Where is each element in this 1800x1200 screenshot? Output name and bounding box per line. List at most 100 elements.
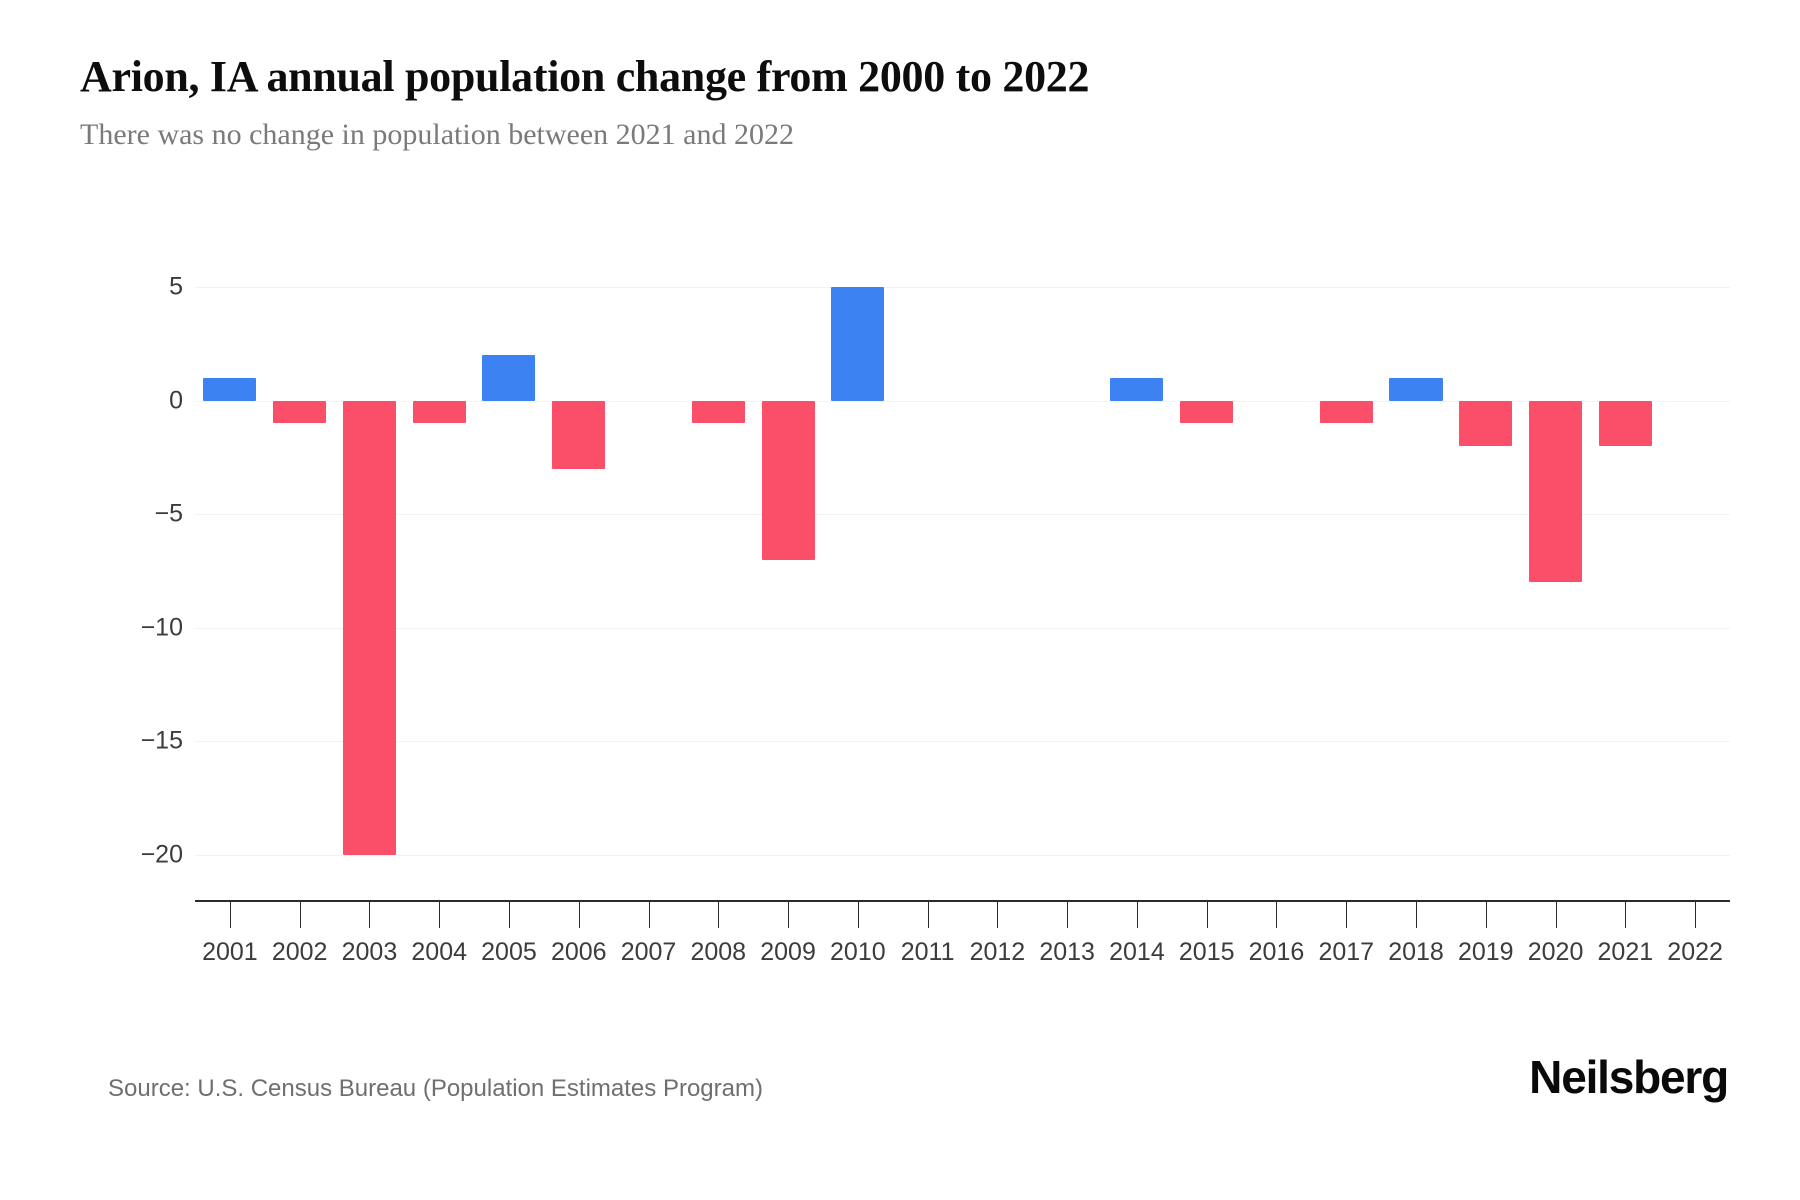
- x-tick-label-2007: 2007: [620, 938, 677, 966]
- bar-slot: [893, 260, 963, 900]
- bar-slot: [614, 260, 684, 900]
- chart-header: Arion, IA annual population change from …: [80, 52, 1720, 153]
- x-tick-label-2004: 2004: [411, 938, 468, 966]
- bar-2001[interactable]: [203, 378, 257, 401]
- bar-slot: [683, 260, 753, 900]
- bar-2009[interactable]: [761, 400, 815, 560]
- x-tick-label-2017: 2017: [1318, 938, 1375, 966]
- x-tick: [1136, 902, 1138, 928]
- bar-slot: [335, 260, 405, 900]
- x-tick: [927, 902, 929, 928]
- y-tick-label: −5: [154, 499, 183, 528]
- x-tick-label-2020: 2020: [1527, 938, 1584, 966]
- x-tick: [229, 902, 231, 928]
- y-tick-label: −20: [140, 840, 183, 869]
- x-tick: [997, 902, 999, 928]
- bar-2005[interactable]: [482, 355, 536, 401]
- bar-2006[interactable]: [552, 400, 606, 469]
- x-axis-line: [195, 900, 1730, 902]
- gridline-0: [195, 400, 1730, 402]
- bar-slot: [753, 260, 823, 900]
- x-tick: [718, 902, 720, 928]
- bar-slot: [1032, 260, 1102, 900]
- x-tick-label-2019: 2019: [1457, 938, 1514, 966]
- x-axis-ticks: [195, 902, 1730, 928]
- bar-2010[interactable]: [831, 287, 885, 401]
- bar-2020[interactable]: [1529, 400, 1583, 583]
- x-tick-label-2001: 2001: [202, 938, 258, 966]
- y-tick-label: −10: [140, 613, 183, 642]
- gridline-neg5: [195, 514, 1730, 516]
- x-tick-label-2010: 2010: [830, 938, 886, 966]
- x-tick: [299, 902, 301, 928]
- gridline-neg15: [195, 741, 1730, 743]
- x-tick-label-2008: 2008: [690, 938, 747, 966]
- x-tick-label-2018: 2018: [1388, 938, 1444, 966]
- bar-slot: [1381, 260, 1451, 900]
- bar-2018[interactable]: [1389, 378, 1443, 401]
- page-title: Arion, IA annual population change from …: [80, 52, 1090, 101]
- bar-slot: [195, 260, 265, 900]
- x-tick-label-2006: 2006: [550, 938, 607, 966]
- bar-slot: [1590, 260, 1660, 900]
- gridline-neg10: [195, 627, 1730, 629]
- bar-slot: [1172, 260, 1242, 900]
- bar-slot: [265, 260, 335, 900]
- bar-slot: [1242, 260, 1312, 900]
- bars-group: [195, 260, 1730, 900]
- x-tick-label-2005: 2005: [481, 938, 537, 966]
- y-tick-label: 0: [169, 386, 183, 415]
- bar-slot: [1311, 260, 1381, 900]
- x-tick: [788, 902, 790, 928]
- x-tick-label-2022: 2022: [1667, 938, 1723, 966]
- bar-slot: [1660, 260, 1730, 900]
- bar-slot: [823, 260, 893, 900]
- x-tick: [857, 902, 859, 928]
- y-tick-label: 5: [169, 272, 183, 301]
- bar-2014[interactable]: [1110, 378, 1164, 401]
- x-tick-label-2003: 2003: [341, 938, 398, 966]
- x-tick: [1416, 902, 1418, 928]
- x-tick: [1555, 902, 1557, 928]
- bar-2002[interactable]: [273, 400, 327, 424]
- x-tick-label-2011: 2011: [900, 938, 955, 966]
- bar-slot: [1521, 260, 1591, 900]
- x-tick: [508, 902, 510, 928]
- x-tick-label-2009: 2009: [760, 938, 816, 966]
- bar-2004[interactable]: [412, 400, 466, 424]
- plot-canvas: [195, 260, 1730, 900]
- bar-2019[interactable]: [1459, 400, 1513, 447]
- x-tick: [1695, 902, 1697, 928]
- bar-2017[interactable]: [1319, 400, 1373, 424]
- bar-2015[interactable]: [1180, 400, 1234, 424]
- bar-slot: [404, 260, 474, 900]
- bar-2021[interactable]: [1598, 400, 1652, 447]
- x-tick: [648, 902, 650, 928]
- x-tick-label-2002: 2002: [271, 938, 328, 966]
- x-tick-label-2013: 2013: [1039, 938, 1095, 966]
- x-axis-tick-labels: 2001 2002 2003 2004 2005 2006 2007 2008 2009 2010…: [195, 938, 1730, 978]
- x-tick: [439, 902, 441, 928]
- x-tick: [1206, 902, 1208, 928]
- x-tick-label-2012: 2012: [969, 938, 1026, 966]
- brand-logo: Neilsberg: [1529, 1051, 1729, 1103]
- bar-slot: [474, 260, 544, 900]
- x-tick: [1625, 902, 1627, 928]
- gridline-neg20: [195, 854, 1730, 856]
- x-tick-label-2014: 2014: [1109, 938, 1165, 966]
- source-note: Source: U.S. Census Bureau (Population E…: [108, 1075, 763, 1102]
- x-tick: [578, 902, 580, 928]
- x-tick: [1276, 902, 1278, 928]
- x-tick-label-2015: 2015: [1178, 938, 1235, 966]
- bar-slot: [544, 260, 614, 900]
- page-subtitle: There was no change in population betwee…: [80, 118, 794, 152]
- x-tick-label-2016: 2016: [1248, 938, 1305, 966]
- gridline-5: [195, 287, 1730, 289]
- x-tick: [369, 902, 371, 928]
- bar-slot: [1451, 260, 1521, 900]
- x-tick: [1067, 902, 1069, 928]
- x-tick: [1346, 902, 1348, 928]
- bar-2008[interactable]: [691, 400, 745, 424]
- bar-2003[interactable]: [342, 400, 396, 855]
